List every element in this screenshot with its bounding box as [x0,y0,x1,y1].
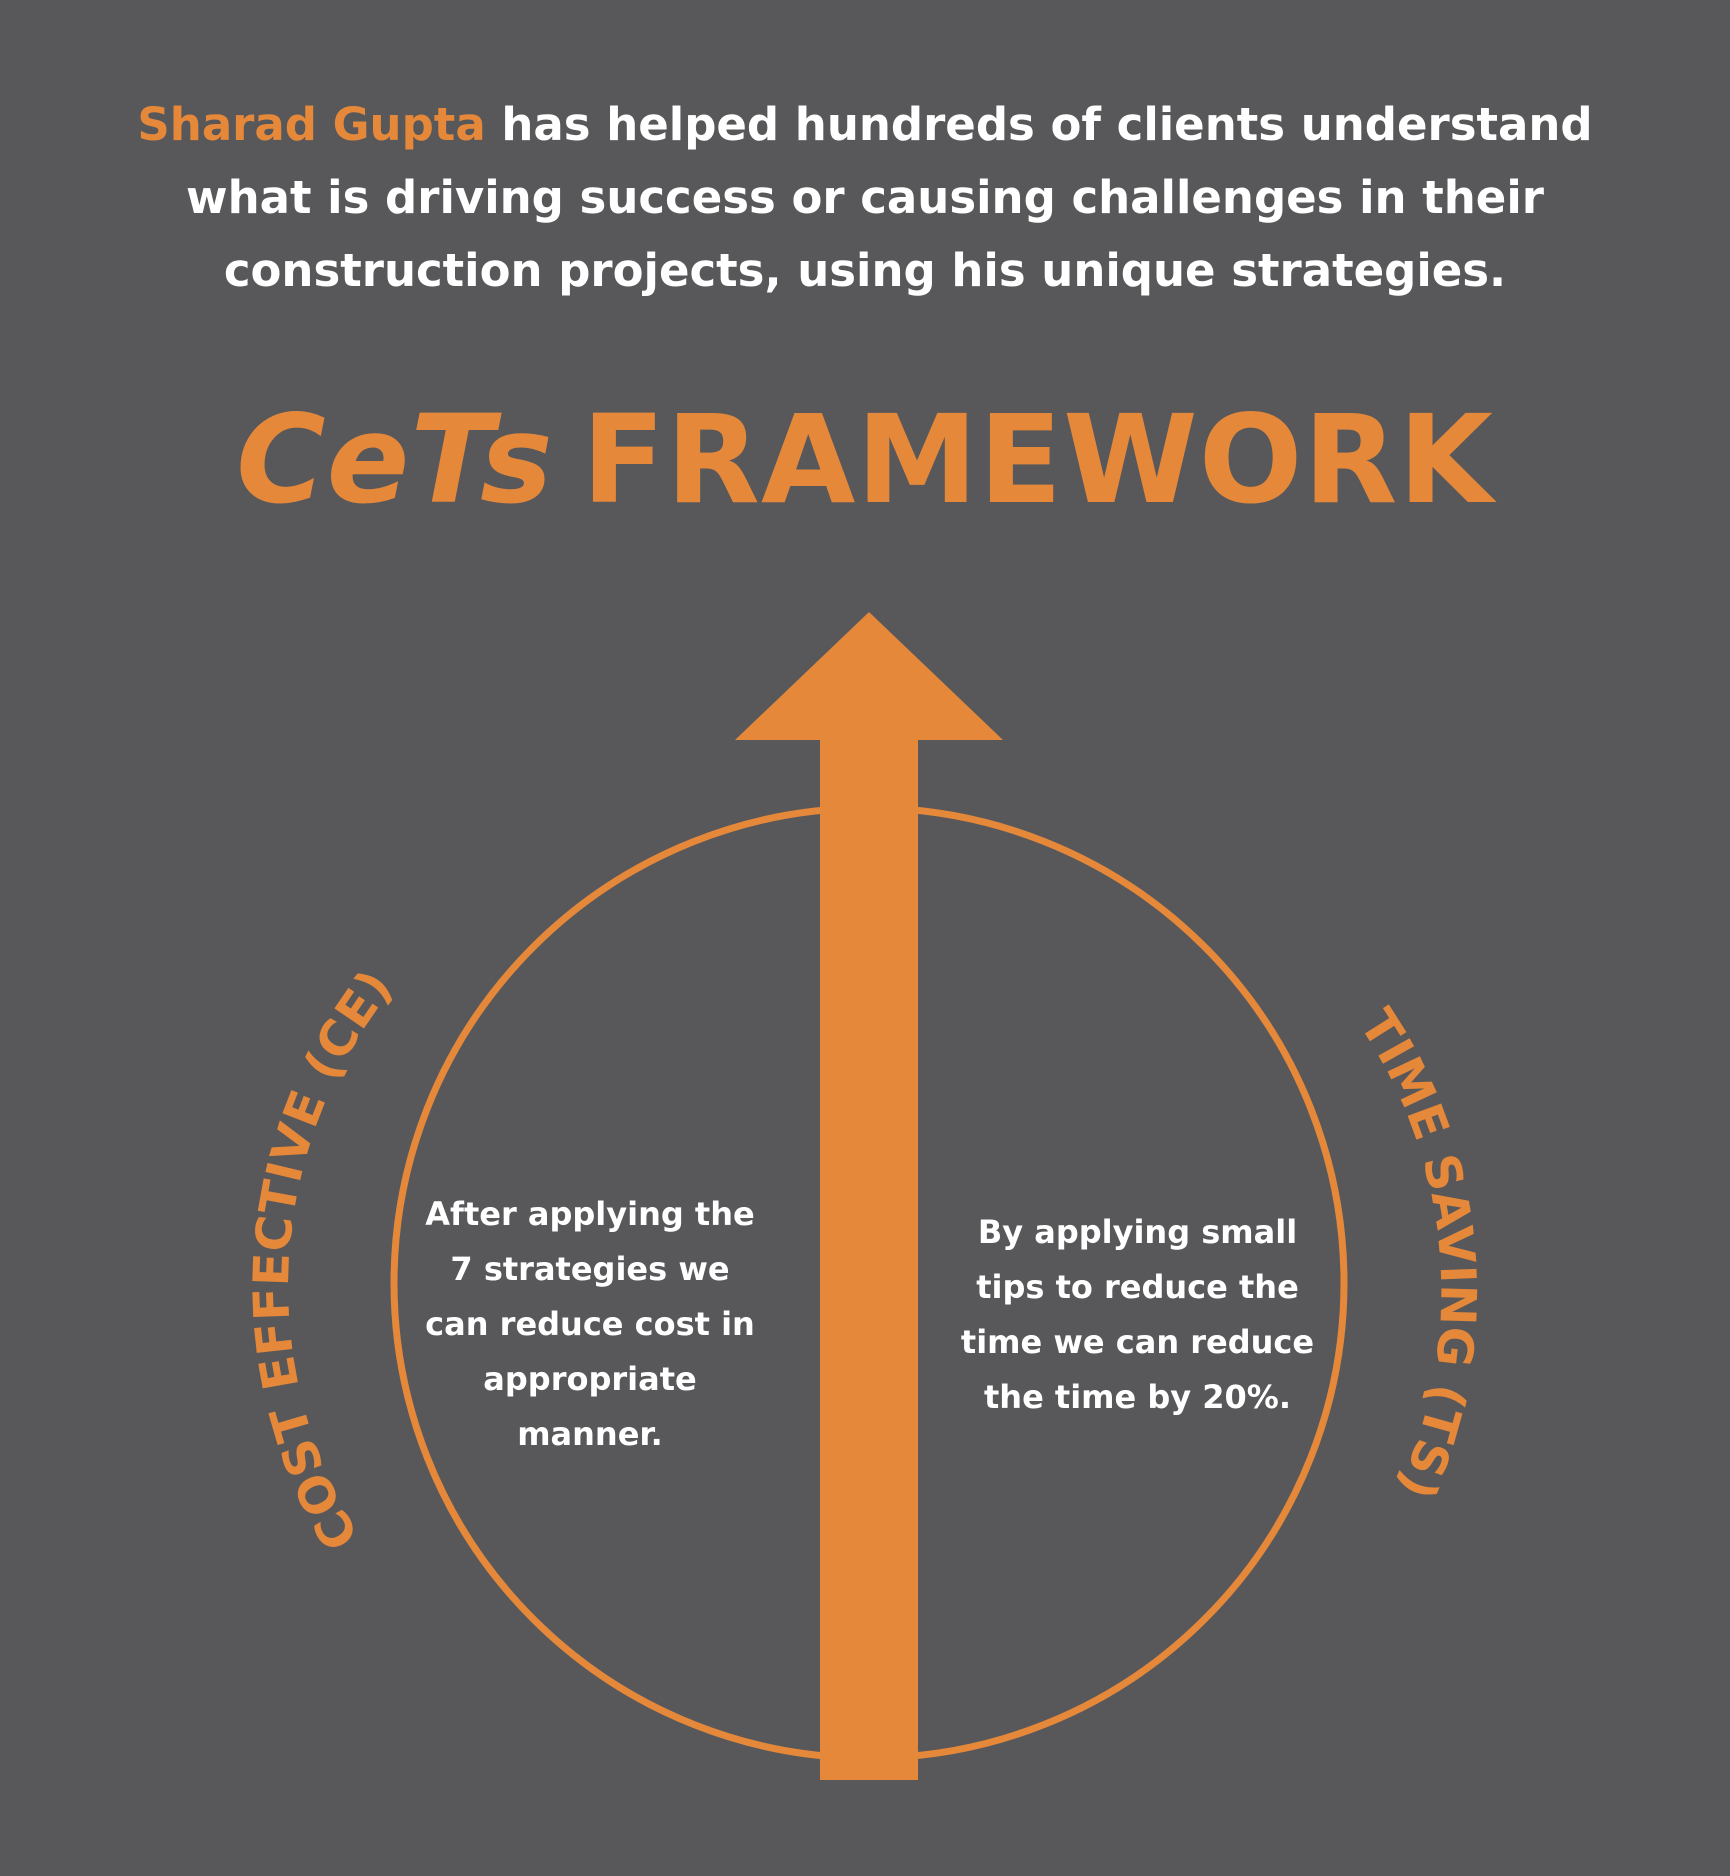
time-saving-arc-label: TIME SAVING (TS) [1348,999,1486,1507]
intro-highlight-name: Sharad Gupta [137,98,486,151]
framework-word: FRAMEWORK [581,389,1494,531]
cost-effective-label: COST EFFECTIVE (CE) [243,959,404,1559]
framework-title: CeTs FRAMEWORK [0,390,1730,530]
intro-body: has helped hundreds of clients understan… [186,98,1593,297]
intro-text: Sharad Gupta has helped hundreds of clie… [90,88,1640,307]
arrow-head [735,612,1003,740]
time-saving-description: By applying small tips to reduce the tim… [960,1213,1315,1416]
arrow-shaft [820,740,918,1780]
framework-brand: CeTs [236,389,554,531]
cost-effective-description: After applying the 7 strategies we can r… [425,1195,755,1453]
cost-effective-arc-label: COST EFFECTIVE (CE) [243,959,404,1559]
time-saving-label: TIME SAVING (TS) [1348,999,1486,1507]
